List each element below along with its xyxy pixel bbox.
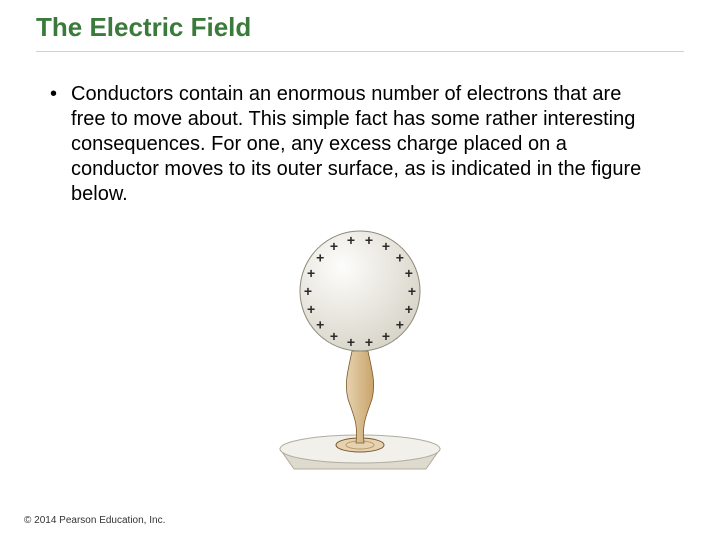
charge-plus-icon: + xyxy=(330,238,338,254)
copyright-text: © 2014 Pearson Education, Inc. xyxy=(24,515,165,526)
title-underline xyxy=(36,51,684,52)
charge-plus-icon: + xyxy=(396,250,404,266)
charge-plus-icon: + xyxy=(316,316,324,332)
charge-plus-icon: + xyxy=(405,265,413,281)
charge-plus-icon: + xyxy=(347,334,355,350)
charge-plus-icon: + xyxy=(382,328,390,344)
charge-plus-icon: + xyxy=(307,265,315,281)
charge-plus-icon: + xyxy=(408,283,416,299)
charge-plus-icon: + xyxy=(365,232,373,248)
slide-title: The Electric Field xyxy=(0,0,720,43)
charge-plus-icon: + xyxy=(330,328,338,344)
charge-plus-icon: + xyxy=(304,283,312,299)
charge-plus-icon: + xyxy=(347,232,355,248)
charge-plus-icon: + xyxy=(382,238,390,254)
bullet-item: • Conductors contain an enormous number … xyxy=(50,82,650,207)
charge-plus-icon: + xyxy=(307,301,315,317)
charge-plus-icon: + xyxy=(365,334,373,350)
conductor-sphere-figure: ++++++++++++++++++ xyxy=(260,221,460,481)
bullet-marker: • xyxy=(50,82,57,106)
stand-stem xyxy=(346,351,373,443)
body-text-block: • Conductors contain an enormous number … xyxy=(50,82,650,207)
bullet-text: Conductors contain an enormous number of… xyxy=(71,82,650,207)
charge-plus-icon: + xyxy=(396,316,404,332)
charge-plus-icon: + xyxy=(405,301,413,317)
charge-plus-icon: + xyxy=(316,250,324,266)
